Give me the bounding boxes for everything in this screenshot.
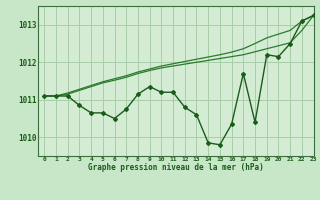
X-axis label: Graphe pression niveau de la mer (hPa): Graphe pression niveau de la mer (hPa) <box>88 163 264 172</box>
